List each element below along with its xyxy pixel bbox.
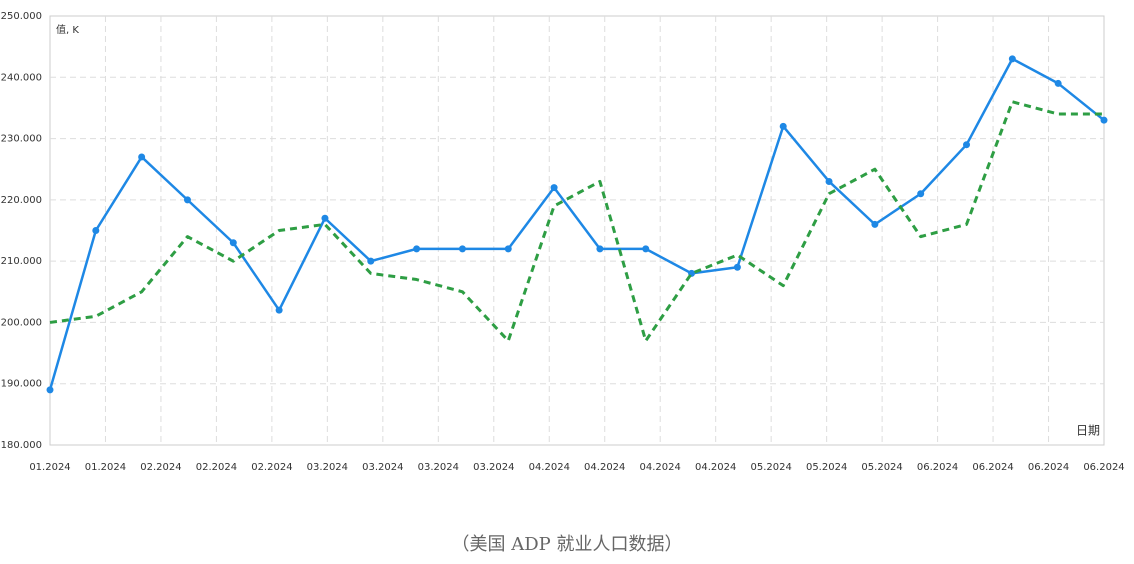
data-point <box>367 257 375 265</box>
data-point <box>183 196 191 204</box>
series-line <box>49 100 1104 343</box>
data-point <box>1008 55 1016 63</box>
data-point <box>550 184 558 192</box>
x-tick-label: 02.2024 <box>196 462 237 473</box>
x-tick-label: 02.2024 <box>251 462 292 473</box>
data-point <box>1100 116 1108 124</box>
data-point <box>458 245 466 253</box>
data-point <box>871 220 879 228</box>
data-point <box>642 245 650 253</box>
x-tick-label: 06.2024 <box>1083 462 1124 473</box>
x-tick-label: 01.2024 <box>85 462 126 473</box>
series-line <box>48 57 1105 391</box>
data-point <box>138 153 146 161</box>
x-tick-label: 04.2024 <box>584 462 625 473</box>
y-axis-label: 值, K <box>56 23 79 36</box>
x-tick-label: 03.2024 <box>362 462 403 473</box>
x-tick-label: 06.2024 <box>917 462 958 473</box>
x-tick-label: 05.2024 <box>806 462 847 473</box>
data-point <box>504 245 512 253</box>
y-tick-label: 250.000 <box>1 11 42 22</box>
x-tick-label: 04.2024 <box>695 462 736 473</box>
caption: （美国 ADP 就业人口数据） <box>452 534 683 555</box>
data-point <box>92 227 100 234</box>
data-point <box>596 245 604 253</box>
x-axis-label: 日期 <box>1076 424 1100 438</box>
data-point <box>229 239 237 247</box>
data-point <box>779 122 787 130</box>
data-point <box>413 245 421 253</box>
x-tick-label: 04.2024 <box>640 462 681 473</box>
data-point <box>825 177 833 185</box>
data-point <box>46 386 54 394</box>
data-point <box>1054 79 1062 87</box>
data-point <box>321 214 329 222</box>
x-tick-label: 04.2024 <box>529 462 570 473</box>
y-tick-label: 240.000 <box>1 72 42 83</box>
y-tick-label: 230.000 <box>1 134 42 145</box>
data-point <box>733 263 741 271</box>
data-point <box>917 190 925 198</box>
x-tick-label: 06.2024 <box>972 462 1013 473</box>
y-tick-label: 220.000 <box>1 195 42 206</box>
x-tick-label: 06.2024 <box>1028 462 1069 473</box>
x-tick-label: 05.2024 <box>750 462 791 473</box>
x-tick-label: 02.2024 <box>140 462 181 473</box>
y-tick-label: 200.000 <box>1 317 42 328</box>
plot-frame <box>49 15 1105 446</box>
x-tick-label: 05.2024 <box>861 462 902 473</box>
data-point <box>275 306 283 314</box>
y-tick-label: 180.000 <box>1 440 42 451</box>
x-tick-label: 03.2024 <box>307 462 348 473</box>
y-tick-label: 190.000 <box>1 379 42 390</box>
x-tick-label: 03.2024 <box>473 462 514 473</box>
y-tick-label: 210.000 <box>1 256 42 267</box>
x-tick-label: 01.2024 <box>29 462 70 473</box>
x-tick-label: 03.2024 <box>418 462 459 473</box>
data-point <box>963 141 971 149</box>
